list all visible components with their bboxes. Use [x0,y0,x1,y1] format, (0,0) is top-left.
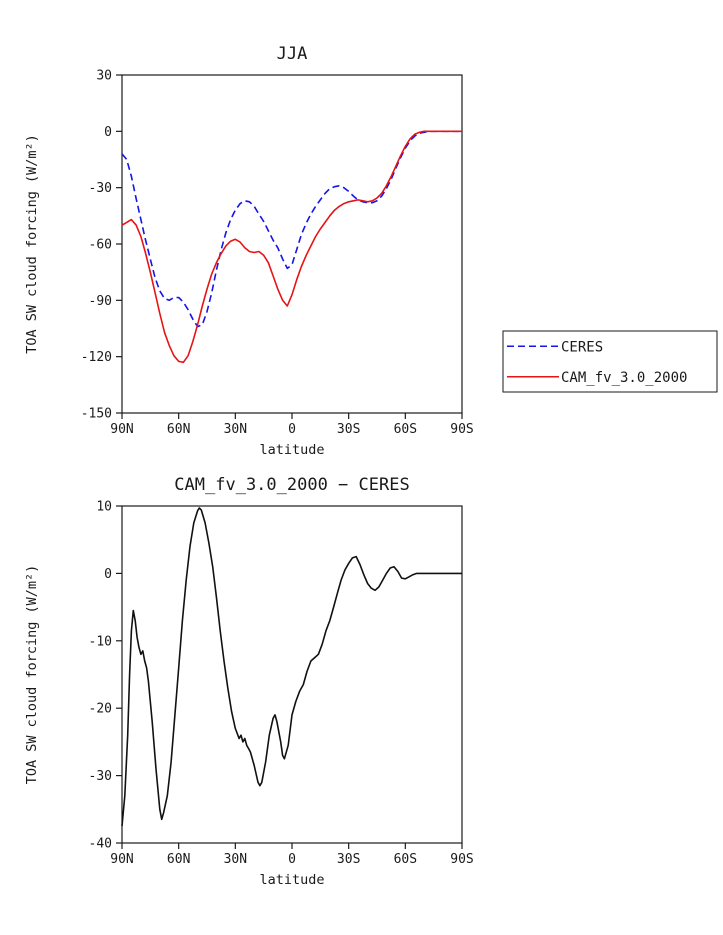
y-tick-label: 0 [104,125,112,140]
x-tick-label: 60N [167,852,190,867]
x-tick-label: 90N [110,422,133,437]
x-tick-label: 30N [224,852,247,867]
x-tick-label: 60S [394,422,417,437]
y-tick-label: -40 [89,837,112,852]
series-line-CERES [121,130,462,328]
series-line-CAM_fv_3-0_2000 [121,130,462,364]
y-tick-label: -90 [89,294,112,309]
y-tick-label: -60 [89,238,112,253]
x-tick-label: 60N [167,422,190,437]
y-tick-label: 30 [96,69,112,84]
x-tick-label: 30N [224,422,247,437]
legend-label: CERES [561,339,603,355]
jja-chart: 90N 60N 30N 0 30S 60S 90S 30 0 -30 -60 -90 -120 -150 J… [24,44,718,455]
x-axis-label: latitude [259,872,324,888]
y-axis-label: TOA SW cloud forcing (W/m²) [24,565,40,784]
chart-title: CAM_fv_3.0_2000 − CERES [174,475,409,495]
series-line-CAM_fv_3-0_2000-minus-CERES [121,507,462,827]
y-tick-label: -20 [89,702,112,717]
plot-border [121,74,463,414]
y-tick-label: -10 [89,634,112,649]
x-tick-label: 0 [288,852,296,867]
x-tick-label: 90S [450,422,473,437]
x-tick-label: 90S [450,852,473,867]
y-tick-label: -150 [81,407,112,422]
legend-label: CAM_fv_3.0_2000 [561,370,687,386]
y-tick-label: 0 [104,567,112,582]
y-tick-label: -30 [89,769,112,784]
x-tick-label: 30S [337,422,360,437]
x-tick-label: 60S [394,852,417,867]
legend-box [502,330,718,393]
x-axis-label: latitude [259,442,324,455]
chart-title: JJA [277,44,308,64]
plot-border [121,505,463,844]
y-tick-label: -120 [81,350,112,365]
y-tick-label: 10 [96,500,112,515]
y-axis-label: TOA SW cloud forcing (W/m²) [24,134,40,353]
x-tick-label: 0 [288,422,296,437]
y-tick-label: -30 [89,181,112,196]
difference-chart: 90N 60N 30N 0 30S 60S 90S 10 0 -10 -20 -30 -40 CAM_fv… [24,475,474,888]
x-tick-label: 30S [337,852,360,867]
x-tick-label: 90N [110,852,133,867]
